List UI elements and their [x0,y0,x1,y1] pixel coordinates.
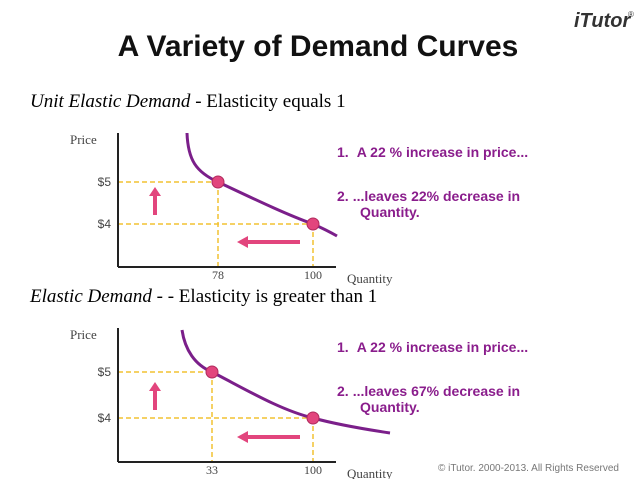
x-tick-label: 33 [206,463,218,477]
note-text: ...leaves 67% decrease in [353,383,520,399]
y-axis-label: Price [70,132,97,147]
note-text: ...leaves 22% decrease in [353,188,520,204]
y-tick-label: $4 [98,411,112,425]
note: 2. ...leaves 67% decrease in [337,383,520,399]
heading-sub: - Elasticity equals 1 [190,91,345,112]
panel-heading: Unit Elastic Demand - Elasticity equals … [30,91,346,112]
note: 1. A 22 % increase in price... [337,144,528,160]
point [205,365,219,379]
note-text: Quantity. [360,399,420,415]
point [306,411,320,425]
point [211,175,225,189]
note-number: 2. [337,383,349,399]
logo: iTutor ® [574,10,634,32]
heading-title: Elastic Demand [29,286,152,307]
note: 1. A 22 % increase in price... [337,339,528,355]
demand-panel: Elastic Demand - - Elasticity is greater… [29,286,528,479]
y-tick-label: $5 [98,175,112,189]
note-text: A 22 % increase in price... [357,144,528,160]
x-axis-label: Quantity [347,466,393,479]
point [306,217,320,231]
x-tick-label: 100 [304,268,322,282]
x-tick-label: 100 [304,463,322,477]
up-arrow [149,187,161,215]
note-number: 1. [337,339,349,355]
y-tick-label: $4 [98,217,112,231]
note-number: 2. [337,188,349,204]
y-tick-label: $5 [98,365,112,379]
title: A Variety of Demand Curves [118,30,519,63]
note: 2. ...leaves 22% decrease in [337,188,520,204]
demand-curve [180,329,391,435]
logo-mark: ® [628,10,634,19]
y-axis-label: Price [70,327,97,342]
note-number: 1. [337,144,349,160]
up-arrow [149,382,161,410]
panel-heading: Elastic Demand - - Elasticity is greater… [29,286,377,307]
logo-text: iTutor [574,10,632,32]
x-tick-label: 78 [212,268,224,282]
heading-title: Unit Elastic Demand [30,91,191,112]
demand-curve [185,132,338,238]
left-arrow [237,236,300,248]
heading-sub: - - Elasticity is greater than 1 [152,286,377,307]
note-text: A 22 % increase in price... [357,339,528,355]
demand-panel: Unit Elastic Demand - Elasticity equals … [30,91,528,286]
x-axis-label: Quantity [347,271,393,286]
left-arrow [237,431,300,443]
copyright: © iTutor. 2000-2013. All Rights Reserved [438,463,619,474]
note-text: Quantity. [360,204,420,220]
